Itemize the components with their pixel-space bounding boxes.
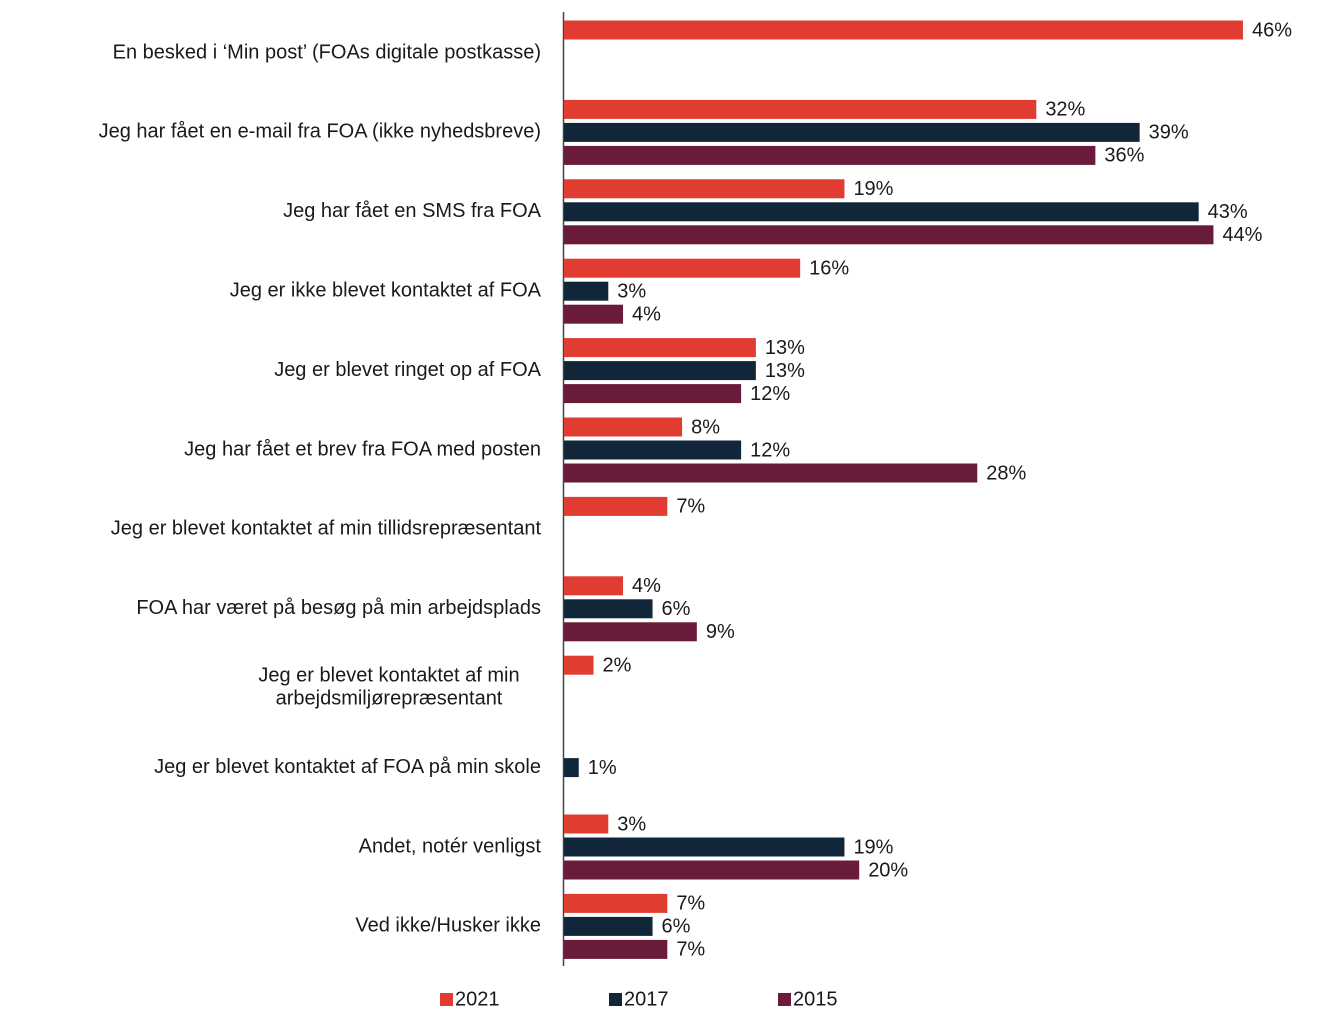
- value-label: 4%: [632, 303, 661, 325]
- value-label: 39%: [1149, 122, 1189, 144]
- legend-swatch: [778, 993, 791, 1006]
- category-label-line: Jeg er blevet kontaktet af min: [258, 665, 519, 687]
- value-label: 43%: [1208, 201, 1248, 223]
- value-label: 44%: [1222, 224, 1262, 246]
- bar: [564, 20, 1243, 40]
- bar: [564, 622, 697, 642]
- value-label: 4%: [632, 575, 661, 597]
- category-label: Jeg er blevet ringet op af FOA: [274, 359, 541, 381]
- value-label: 7%: [676, 496, 705, 518]
- value-label: 1%: [588, 757, 617, 779]
- value-label: 3%: [617, 813, 646, 835]
- category-label: Jeg er ikke blevet kontaktet af FOA: [230, 279, 542, 301]
- legend-swatch: [609, 993, 622, 1006]
- category-label: Ved ikke/Husker ikke: [355, 915, 541, 937]
- value-label: 36%: [1104, 145, 1144, 167]
- value-label: 3%: [617, 280, 646, 302]
- bar: [564, 225, 1214, 245]
- bar: [564, 258, 801, 278]
- category-label: Jeg har fået et brev fra FOA med posten: [184, 438, 541, 460]
- category-label: Jeg er blevet kontaktet af min tillidsre…: [111, 518, 542, 540]
- category-label: FOA har været på besøg på min arbejdspla…: [136, 597, 541, 619]
- value-label: 28%: [986, 462, 1026, 484]
- value-label: 6%: [662, 916, 691, 938]
- value-label: 7%: [676, 939, 705, 961]
- legend-label: 2017: [624, 988, 669, 1010]
- bar: [564, 145, 1096, 165]
- bar: [564, 655, 594, 675]
- bar: [564, 122, 1140, 142]
- bar: [564, 281, 609, 301]
- category-label-line: arbejdsmiljørepræsentant: [276, 688, 503, 710]
- value-label: 13%: [765, 337, 805, 359]
- category-label: Jeg er blevet kontaktet af min arbejdsmil…: [258, 665, 519, 710]
- bar: [564, 417, 683, 437]
- value-label: 6%: [662, 598, 691, 620]
- bar: [564, 440, 742, 460]
- bar: [564, 202, 1199, 222]
- bar: [564, 599, 653, 619]
- value-label: 2%: [603, 654, 632, 676]
- bar: [564, 304, 624, 324]
- legend-label: 2021: [455, 988, 500, 1010]
- value-label: 8%: [691, 416, 720, 438]
- bar: [564, 860, 860, 880]
- value-label: 12%: [750, 439, 790, 461]
- bar: [564, 99, 1037, 119]
- bar: [564, 893, 668, 913]
- value-label: 16%: [809, 257, 849, 279]
- value-label: 12%: [750, 383, 790, 405]
- bar: [564, 916, 653, 936]
- value-label: 19%: [853, 178, 893, 200]
- category-label: Andet, notér venligst: [359, 835, 542, 857]
- value-label: 13%: [765, 360, 805, 382]
- bar: [564, 384, 742, 404]
- category-label: Jeg har fået en e-mail fra FOA (ikke nyh…: [99, 121, 541, 143]
- category-label: Jeg er blevet kontaktet af FOA på min sk…: [154, 756, 541, 778]
- bar: [564, 338, 756, 358]
- bar: [564, 496, 668, 516]
- value-label: 46%: [1252, 19, 1292, 41]
- value-label: 20%: [868, 859, 908, 881]
- bar: [564, 463, 978, 483]
- bar: [564, 758, 579, 778]
- bar: [564, 814, 609, 834]
- bar: [564, 837, 845, 857]
- value-label: 7%: [676, 893, 705, 915]
- bar: [564, 576, 624, 596]
- bar: [564, 361, 756, 381]
- category-label: En besked i ‘Min post’ (FOAs digitale po…: [113, 41, 541, 63]
- legend-swatch: [440, 993, 453, 1006]
- bar: [564, 179, 845, 199]
- value-label: 9%: [706, 621, 735, 643]
- legend-label: 2015: [793, 988, 838, 1010]
- value-label: 19%: [853, 836, 893, 858]
- category-label: Jeg har fået en SMS fra FOA: [283, 200, 542, 222]
- value-label: 32%: [1045, 99, 1085, 121]
- bar: [564, 939, 668, 959]
